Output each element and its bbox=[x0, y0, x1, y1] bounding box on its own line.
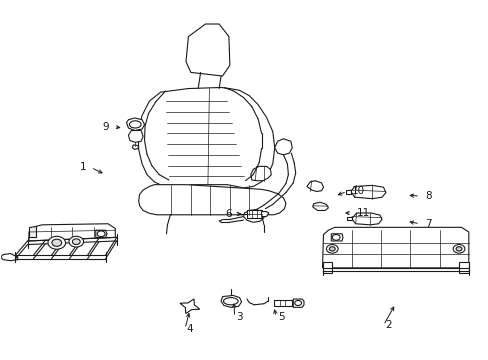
Circle shape bbox=[72, 239, 80, 244]
Polygon shape bbox=[273, 300, 292, 306]
Text: 3: 3 bbox=[236, 312, 243, 322]
Polygon shape bbox=[128, 131, 143, 142]
Polygon shape bbox=[246, 211, 261, 218]
Polygon shape bbox=[346, 217, 351, 220]
Polygon shape bbox=[243, 210, 264, 222]
Ellipse shape bbox=[223, 298, 238, 305]
Polygon shape bbox=[132, 145, 138, 149]
Polygon shape bbox=[306, 181, 323, 192]
Text: 4: 4 bbox=[186, 324, 193, 334]
Circle shape bbox=[326, 244, 337, 253]
Text: 2: 2 bbox=[384, 320, 391, 330]
Polygon shape bbox=[139, 185, 285, 215]
Polygon shape bbox=[180, 299, 200, 314]
Circle shape bbox=[329, 247, 334, 251]
Circle shape bbox=[455, 247, 461, 251]
Polygon shape bbox=[185, 24, 229, 76]
Polygon shape bbox=[293, 299, 304, 307]
Polygon shape bbox=[351, 213, 381, 225]
Text: 1: 1 bbox=[79, 162, 86, 172]
Polygon shape bbox=[312, 202, 328, 211]
Text: 10: 10 bbox=[351, 186, 364, 197]
Polygon shape bbox=[0, 253, 18, 261]
Polygon shape bbox=[322, 262, 331, 273]
Polygon shape bbox=[261, 212, 268, 217]
Polygon shape bbox=[138, 87, 274, 188]
Text: 11: 11 bbox=[356, 208, 369, 218]
Ellipse shape bbox=[129, 121, 141, 128]
Circle shape bbox=[294, 301, 301, 306]
Circle shape bbox=[97, 231, 105, 237]
Polygon shape bbox=[458, 262, 468, 273]
Circle shape bbox=[52, 239, 61, 246]
Text: 8: 8 bbox=[424, 191, 430, 201]
Polygon shape bbox=[345, 190, 350, 194]
Text: 9: 9 bbox=[102, 122, 109, 132]
Text: 6: 6 bbox=[225, 209, 232, 219]
Circle shape bbox=[69, 236, 83, 247]
Polygon shape bbox=[274, 139, 292, 155]
Polygon shape bbox=[350, 185, 385, 199]
Polygon shape bbox=[330, 234, 342, 241]
Polygon shape bbox=[29, 226, 36, 237]
Circle shape bbox=[452, 244, 464, 253]
Polygon shape bbox=[96, 230, 107, 237]
Text: 5: 5 bbox=[277, 312, 284, 322]
Circle shape bbox=[48, 236, 65, 249]
Polygon shape bbox=[250, 166, 271, 181]
Polygon shape bbox=[322, 227, 468, 268]
Polygon shape bbox=[126, 118, 144, 131]
Polygon shape bbox=[29, 224, 115, 241]
Text: 7: 7 bbox=[424, 219, 430, 229]
Circle shape bbox=[331, 234, 339, 240]
Polygon shape bbox=[221, 296, 241, 307]
